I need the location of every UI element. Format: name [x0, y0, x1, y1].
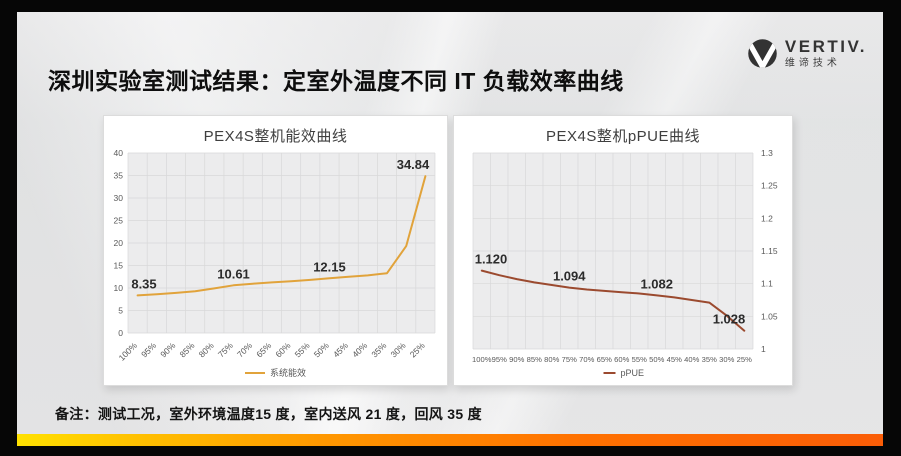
data-label: 10.61	[217, 266, 250, 281]
x-axis-label: 95%	[139, 340, 158, 359]
x-axis-label: 50%	[312, 340, 331, 359]
page-title: 深圳实验室测试结果：定室外温度不同 IT 负载效率曲线	[48, 68, 624, 94]
y-axis-tick-label: 1.25	[761, 181, 778, 191]
x-axis-label: 30%	[389, 340, 408, 359]
x-axis-label: 75%	[216, 340, 235, 359]
y-axis-tick-label: 30	[114, 193, 124, 203]
series-line	[136, 175, 427, 297]
energy-efficiency-chart: 0 5 10 15 20 25 30 35 40 100% 95% 90% 85% 80% 75% 70% 65…	[114, 148, 436, 378]
x-axis-label: 30%	[719, 355, 734, 364]
logo-subtitle: 维谛技术	[784, 58, 841, 69]
legend-label: 系统能效	[270, 367, 306, 378]
y-axis-tick-label: 35	[114, 171, 124, 181]
x-axis-label: 40%	[350, 340, 369, 359]
legend-label: pPUE	[621, 368, 645, 378]
x-axis-label: 70%	[579, 355, 594, 364]
x-axis-label: 35%	[702, 355, 717, 364]
y-axis-tick-label: 1	[761, 344, 766, 354]
y-axis-tick-label: 15	[114, 261, 124, 271]
data-label: 12.15	[313, 259, 346, 274]
x-axis-label: 85%	[527, 355, 542, 364]
x-axis-label: 90%	[158, 340, 177, 359]
data-label: 34.84	[397, 157, 430, 172]
x-axis-label: 45%	[331, 340, 350, 359]
y-axis-tick-label: 1.2	[761, 213, 773, 223]
x-axis-label: 50%	[649, 355, 664, 364]
x-axis-label: 55%	[293, 340, 312, 359]
y-axis-tick-label: 1.05	[761, 311, 778, 321]
x-axis-label: 80%	[544, 355, 559, 364]
y-axis-tick-label: 40	[114, 148, 124, 158]
y-axis-tick-label: 1.15	[761, 246, 778, 256]
y-axis-tick-label: 25	[114, 216, 124, 226]
y-axis-tick-label: 0	[118, 328, 123, 338]
logo-circle	[748, 39, 777, 68]
footnote: 备注：测试工况，室外环境温度15 度，室内送风 21 度，回风 35 度	[55, 406, 482, 422]
x-axis-label: 100%	[117, 340, 140, 363]
x-axis-label: 35%	[369, 340, 388, 359]
vertiv-logo: VERTIV. 维谛技术	[747, 38, 867, 69]
data-label: 8.35	[131, 276, 156, 291]
x-axis-label: 100%	[472, 355, 492, 364]
energy-efficiency-chart-card: PEX4S整机能效曲线 0 5 10 15 20 25 30 35 40 100% 95% 90% 85…	[103, 115, 448, 386]
data-label: 1.094	[553, 269, 586, 284]
x-axis-label: 45%	[667, 355, 682, 364]
x-axis-label: 60%	[273, 340, 292, 359]
chart-title-ppue: PEX4S整机pPUE曲线	[545, 128, 701, 145]
y-axis-tick-label: 1.1	[761, 279, 773, 289]
chart-title-energy: PEX4S整机能效曲线	[203, 128, 348, 145]
y-axis-tick-label: 10	[114, 283, 124, 293]
data-label: 1.028	[713, 312, 746, 327]
x-axis-label: 95%	[492, 355, 507, 364]
y-axis-tick-label: 20	[114, 238, 124, 248]
x-axis-label: 60%	[614, 355, 629, 364]
ppue-chart: 1 1.05 1.1 1.15 1.2 1.25 1.3 100% 95% 90% 85% 80% 75…	[472, 148, 778, 378]
x-axis-label: 55%	[632, 355, 647, 364]
x-axis-label: 25%	[408, 340, 427, 359]
x-axis-label: 85%	[177, 340, 196, 359]
accent-bar	[17, 434, 883, 446]
y-axis-tick-label: 1.3	[761, 148, 773, 158]
series-line	[480, 269, 746, 332]
x-axis-label: 40%	[684, 355, 699, 364]
x-axis-label: 65%	[597, 355, 612, 364]
x-axis-label: 70%	[235, 340, 254, 359]
x-axis-label: 25%	[737, 355, 752, 364]
logo-v-check	[748, 41, 777, 68]
x-axis-label: 65%	[254, 340, 273, 359]
logo-text: VERTIV. 维谛技术	[785, 38, 867, 69]
ppue-chart-card: PEX4S整机pPUE曲线 1 1.05 1.1 1.15 1.2 1.25 1.3 100%…	[453, 115, 793, 386]
x-axis-label: 75%	[562, 355, 577, 364]
vertiv-logo-icon	[748, 39, 777, 68]
slide: 深圳实验室测试结果：定室外温度不同 IT 负载效率曲线 VERTIV. 维谛技术…	[17, 12, 883, 446]
y-axis-tick-label: 5	[118, 306, 123, 316]
data-label: 1.082	[640, 276, 673, 291]
data-label: 1.120	[475, 252, 508, 267]
x-axis-label: 90%	[509, 355, 524, 364]
logo-brand: VERTIV.	[784, 37, 867, 56]
x-axis-label: 80%	[197, 340, 216, 359]
